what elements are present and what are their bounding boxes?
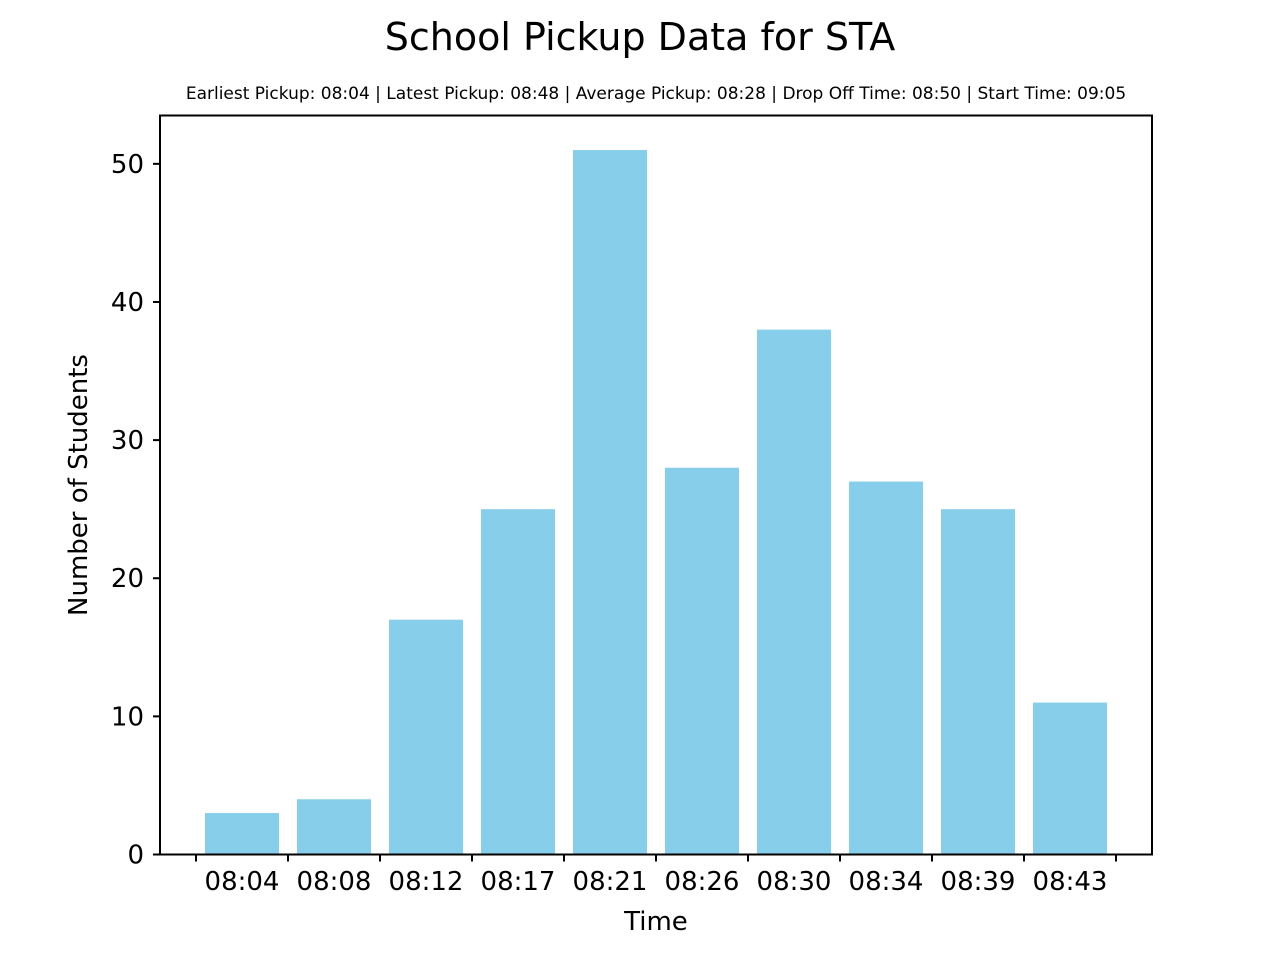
- bars-group: [205, 150, 1107, 855]
- y-tick-label: 20: [111, 564, 144, 594]
- chart-subtitle: Earliest Pickup: 08:04 | Latest Pickup: …: [186, 84, 1126, 104]
- x-tick-label: 08:34: [849, 867, 924, 897]
- bar-0808: [297, 799, 371, 855]
- bar-0817: [481, 509, 555, 855]
- x-axis-label: Time: [623, 907, 688, 937]
- chart-title: School Pickup Data for STA: [385, 15, 895, 59]
- x-tick-label: 08:17: [481, 867, 556, 897]
- x-tick-label: 08:39: [941, 867, 1016, 897]
- bar-0812: [389, 619, 463, 855]
- y-tick-label: 10: [111, 702, 144, 732]
- bar-0826: [665, 467, 739, 855]
- y-axis-label: Number of Students: [64, 354, 94, 616]
- x-axis-ticks: 08:04 08:08 08:12 08:17 08:21 08:26 08:30 08:34…: [195, 854, 1117, 897]
- x-tick-label: 08:30: [757, 867, 832, 897]
- bar-0834: [849, 481, 923, 855]
- plot-frame: [159, 114, 1153, 856]
- bar-0804: [205, 813, 279, 855]
- y-tick-label: 40: [111, 288, 144, 318]
- bar-0843: [1033, 702, 1107, 855]
- x-tick-label: 08:43: [1033, 867, 1108, 897]
- bar-0839: [941, 509, 1015, 855]
- x-tick-label: 08:04: [205, 867, 280, 897]
- y-axis-ticks: 0 10 20 30 40 50: [111, 150, 160, 871]
- x-tick-label: 08:12: [389, 867, 464, 897]
- bar-0821: [573, 150, 647, 855]
- x-tick-label: 08:26: [665, 867, 740, 897]
- x-tick-label: 08:21: [573, 867, 648, 897]
- x-tick-label: 08:08: [297, 867, 372, 897]
- y-tick-label: 50: [111, 150, 144, 180]
- y-tick-label: 0: [127, 841, 144, 871]
- y-tick-label: 30: [111, 426, 144, 456]
- bar-0830: [757, 329, 831, 855]
